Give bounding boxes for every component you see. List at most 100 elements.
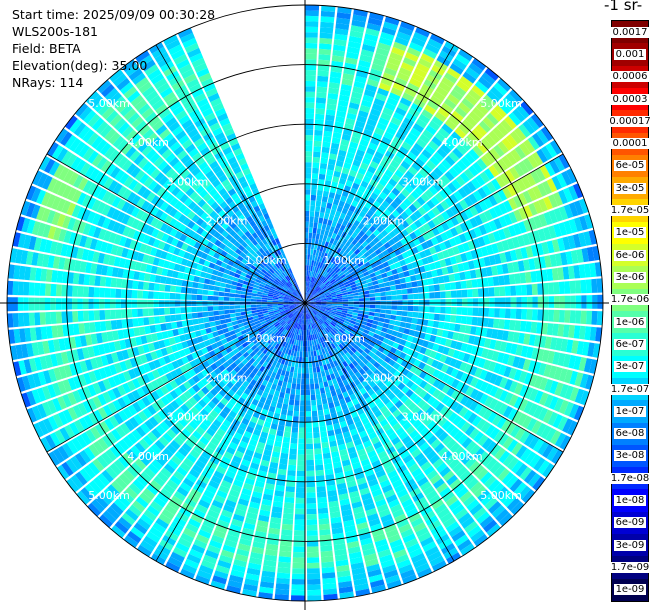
range-bin xyxy=(287,410,294,417)
range-bin xyxy=(18,312,25,327)
range-bin xyxy=(147,299,154,308)
range-bin xyxy=(173,516,187,527)
range-bin xyxy=(342,297,349,300)
range-bin xyxy=(158,340,166,349)
range-bin xyxy=(500,119,513,133)
range-bin xyxy=(488,130,501,144)
range-bin xyxy=(126,449,138,461)
range-bin xyxy=(309,216,314,223)
range-bin xyxy=(92,345,101,357)
range-bin xyxy=(286,480,296,487)
range-bin xyxy=(295,312,300,317)
range-bin xyxy=(459,199,469,210)
range-bin xyxy=(105,353,114,365)
range-bin xyxy=(218,345,226,352)
range-bin xyxy=(243,583,258,592)
range-bin xyxy=(529,388,539,402)
range-bin xyxy=(370,251,378,258)
range-bin xyxy=(587,342,595,357)
range-bin xyxy=(431,399,441,409)
range-bin xyxy=(122,269,130,279)
range-bin xyxy=(422,279,429,286)
range-bin xyxy=(321,201,327,208)
range-bin xyxy=(283,323,289,329)
range-bin xyxy=(477,236,486,247)
range-bin xyxy=(302,340,305,347)
ray xyxy=(7,303,305,328)
range-bin xyxy=(261,306,268,309)
range-bin xyxy=(502,453,515,467)
range-bin xyxy=(280,452,289,460)
range-bin xyxy=(348,205,356,213)
range-bin xyxy=(146,382,155,393)
range-bin xyxy=(457,263,465,272)
range-bin xyxy=(471,316,478,326)
range-bin xyxy=(275,337,281,344)
range-bin xyxy=(422,485,435,496)
range-bin xyxy=(460,280,467,289)
range-bin xyxy=(490,444,502,457)
range-bin xyxy=(439,486,452,498)
range-bin xyxy=(287,319,292,325)
range-bin xyxy=(310,345,313,352)
range-bin xyxy=(337,305,343,308)
range-bin xyxy=(352,360,359,367)
range-bin xyxy=(364,261,371,268)
range-bin xyxy=(563,220,573,235)
range-bin xyxy=(165,346,174,355)
range-bin xyxy=(338,381,345,389)
range-bin xyxy=(178,384,188,393)
range-bin xyxy=(385,182,394,192)
range-bin xyxy=(300,313,303,319)
range-bin xyxy=(342,304,349,307)
range-bin xyxy=(486,441,498,454)
range-bin xyxy=(330,148,339,155)
range-bin xyxy=(101,434,113,448)
range-bin xyxy=(281,321,287,327)
range-bin xyxy=(271,506,283,513)
range-bin xyxy=(13,361,22,377)
range-bin xyxy=(210,437,220,447)
range-bin xyxy=(306,286,308,293)
range-bin xyxy=(429,33,445,45)
range-bin xyxy=(92,458,105,472)
range-bin xyxy=(104,309,111,320)
ray xyxy=(305,303,555,478)
range-bin xyxy=(45,434,57,450)
range-bin xyxy=(20,250,29,265)
range-bin xyxy=(381,376,389,384)
range-bin xyxy=(380,296,387,301)
range-bin xyxy=(314,333,318,340)
range-bin xyxy=(528,258,536,270)
range-bin xyxy=(372,132,383,141)
range-bin xyxy=(418,361,426,370)
range-bin xyxy=(219,514,232,524)
range-bin xyxy=(209,321,216,327)
range-bin xyxy=(320,157,328,164)
range-bin xyxy=(520,175,532,189)
range-bin xyxy=(515,463,528,477)
range-bin xyxy=(438,321,445,329)
range-bin xyxy=(245,327,252,333)
range-bin xyxy=(164,530,179,542)
range-bin xyxy=(297,318,300,324)
range-bin xyxy=(88,370,97,383)
range-bin xyxy=(364,89,376,98)
range-bin xyxy=(305,384,310,390)
range-bin xyxy=(515,308,522,320)
range-bin xyxy=(348,267,355,273)
range-bin xyxy=(273,309,280,313)
range-bin xyxy=(223,475,234,484)
range-bin xyxy=(225,499,237,508)
ray xyxy=(305,58,487,303)
ray xyxy=(12,232,305,303)
range-bin xyxy=(439,466,451,478)
range-bin xyxy=(189,468,200,479)
range-bin xyxy=(333,227,340,235)
range-bin xyxy=(364,33,379,42)
range-bin xyxy=(394,337,402,344)
range-bin xyxy=(319,168,327,175)
range-bin xyxy=(502,353,510,365)
range-bin xyxy=(101,469,114,483)
range-bin xyxy=(309,318,312,324)
